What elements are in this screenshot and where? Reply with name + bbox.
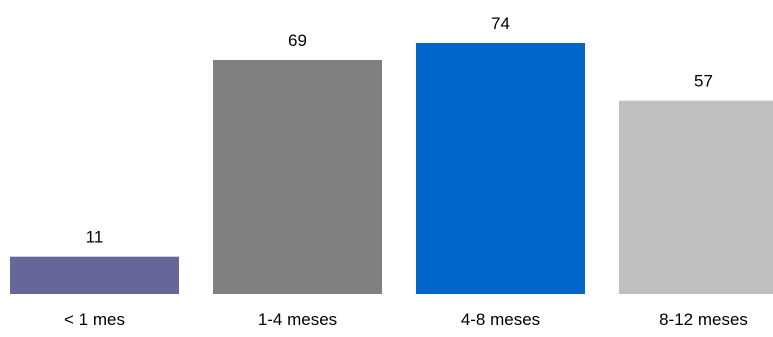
category-label-4: 8-12 meses	[659, 310, 748, 329]
bars-layer	[10, 43, 773, 295]
bar-value-label-1: 11	[86, 228, 104, 247]
bar-2	[213, 59, 382, 295]
bar-value-label-2: 69	[288, 31, 307, 50]
category-label-1: < 1 mes	[64, 310, 125, 329]
category-label-3: 4-8 meses	[461, 310, 540, 329]
category-label-2: 1-4 meses	[258, 310, 337, 329]
bar-value-label-4: 57	[694, 72, 713, 91]
bar-value-label-3: 74	[491, 14, 510, 33]
bar-1	[10, 256, 179, 294]
value-labels-layer: 11 69 74 57	[86, 14, 713, 247]
category-labels-layer: < 1 mes 1-4 meses 4-8 meses 8-12 meses	[64, 310, 748, 329]
bar-4	[619, 100, 773, 294]
bar-3	[416, 43, 585, 294]
